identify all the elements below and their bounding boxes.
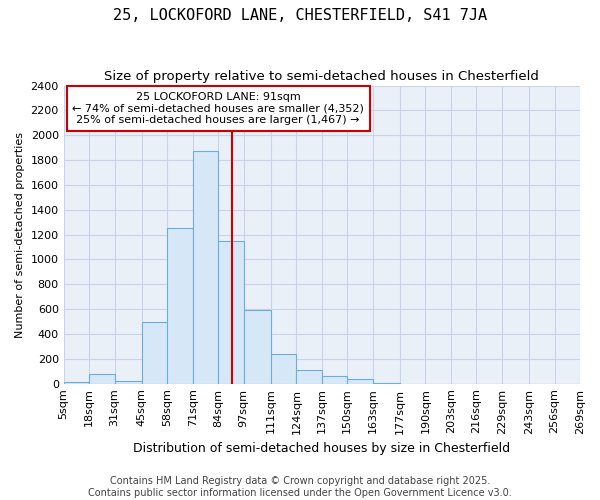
Bar [347, 378, 373, 384]
Bar [167, 228, 193, 384]
Bar [271, 354, 296, 384]
Bar [218, 241, 244, 384]
Bar [64, 382, 89, 384]
Bar [142, 322, 167, 384]
Bar [244, 310, 271, 384]
Bar [373, 383, 400, 384]
Bar [115, 381, 142, 384]
Y-axis label: Number of semi-detached properties: Number of semi-detached properties [15, 132, 25, 338]
Bar [89, 374, 115, 384]
Text: 25, LOCKOFORD LANE, CHESTERFIELD, S41 7JA: 25, LOCKOFORD LANE, CHESTERFIELD, S41 7J… [113, 8, 487, 22]
X-axis label: Distribution of semi-detached houses by size in Chesterfield: Distribution of semi-detached houses by … [133, 442, 511, 455]
Title: Size of property relative to semi-detached houses in Chesterfield: Size of property relative to semi-detach… [104, 70, 539, 83]
Text: Contains HM Land Registry data © Crown copyright and database right 2025.
Contai: Contains HM Land Registry data © Crown c… [88, 476, 512, 498]
Text: 25 LOCKOFORD LANE: 91sqm
← 74% of semi-detached houses are smaller (4,352)
25% o: 25 LOCKOFORD LANE: 91sqm ← 74% of semi-d… [72, 92, 364, 125]
Bar [296, 370, 322, 384]
Bar [193, 152, 218, 384]
Bar [322, 376, 347, 384]
